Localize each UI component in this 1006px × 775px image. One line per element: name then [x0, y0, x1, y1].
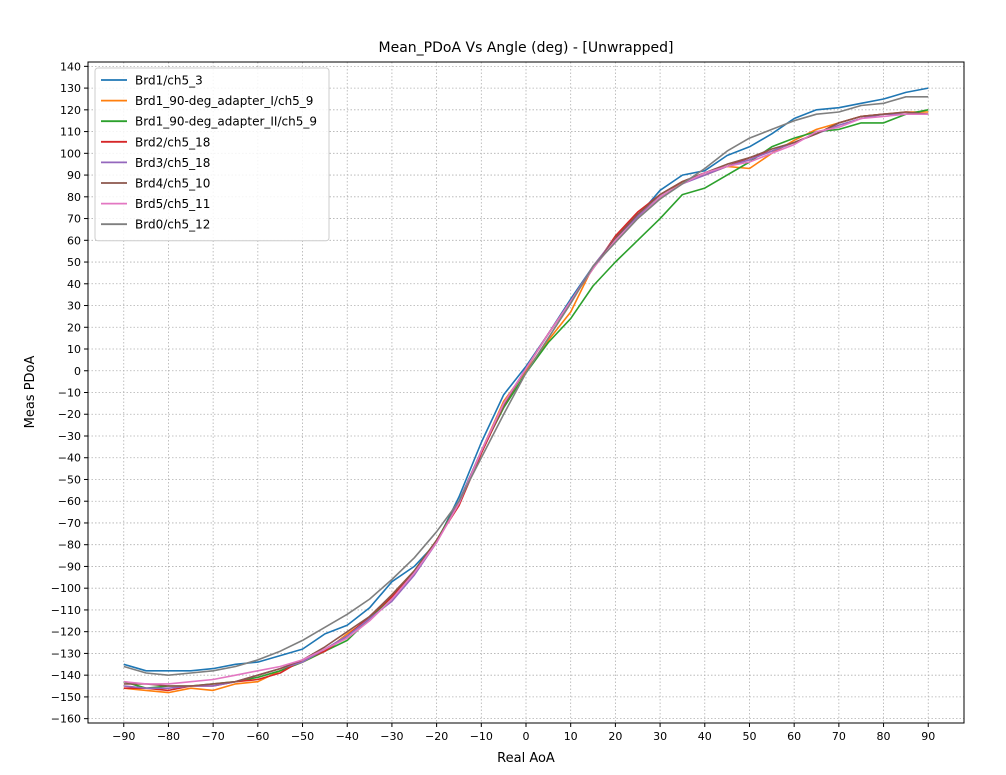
y-tick-label: −160: [51, 713, 81, 726]
y-tick-label: 130: [60, 82, 81, 95]
y-tick-label: 140: [60, 60, 81, 73]
legend-label: Brd3/ch5_18: [135, 156, 210, 170]
x-tick-label: 20: [608, 730, 622, 743]
legend-label: Brd1_90-deg_adapter_II/ch5_9: [135, 115, 317, 129]
y-tick-label: 90: [67, 169, 81, 182]
x-tick-label: −40: [336, 730, 359, 743]
y-tick-label: −130: [51, 647, 81, 660]
x-tick-label: −80: [157, 730, 180, 743]
legend-label: Brd5/ch5_11: [135, 197, 210, 211]
y-tick-label: 100: [60, 147, 81, 160]
legend-box: [94, 67, 330, 242]
legend-label: Brd1/ch5_3: [135, 74, 203, 88]
x-tick-label: 50: [742, 730, 756, 743]
y-axis-label: Meas PDoA: [23, 356, 38, 429]
grid-layer: [88, 62, 964, 723]
y-tick-label: −30: [58, 430, 81, 443]
x-axis-label: Real AoA: [497, 751, 555, 766]
x-tick-label: 10: [564, 730, 578, 743]
x-tick-label: 90: [921, 730, 935, 743]
y-tick-label: 40: [67, 278, 81, 291]
y-tick-label: −140: [51, 669, 81, 682]
x-tick-label: −10: [470, 730, 493, 743]
x-tick-label: −30: [380, 730, 403, 743]
legend-label: Brd0/ch5_12: [135, 218, 210, 232]
y-tick-label: −50: [58, 473, 81, 486]
legend: Brd1/ch5_3 Brd1_90-deg_adapter_I/ch5_9 Brd…: [94, 67, 330, 242]
series-line-7: [123, 113, 929, 685]
y-tick-label: 50: [67, 256, 81, 269]
x-tick-label: −50: [291, 730, 314, 743]
series-line-2: [123, 111, 929, 694]
x-tick-label: 70: [832, 730, 846, 743]
y-tick-label: −100: [51, 582, 81, 595]
x-tick-label: −90: [112, 730, 135, 743]
series-layer: [123, 87, 929, 694]
legend-label: Brd1_90-deg_adapter_I/ch5_9: [135, 94, 313, 108]
tick-layer: −90 −80 −70 −60 −50 −40 −30 −20 −10 0 10 20 30 40 50 60…: [51, 60, 935, 743]
series-line-1: [123, 87, 929, 672]
x-tick-label: 0: [523, 730, 530, 743]
y-tick-label: 20: [67, 321, 81, 334]
x-tick-label: 30: [653, 730, 667, 743]
y-tick-label: −110: [51, 604, 81, 617]
x-tick-label: 40: [698, 730, 712, 743]
y-tick-label: 10: [67, 343, 81, 356]
y-tick-label: 30: [67, 300, 81, 313]
x-tick-label: −70: [202, 730, 225, 743]
y-tick-label: −70: [58, 517, 81, 530]
y-tick-label: 80: [67, 191, 81, 204]
x-tick-label: 80: [877, 730, 891, 743]
y-tick-label: −10: [58, 387, 81, 400]
y-tick-label: 120: [60, 104, 81, 117]
legend-label: Brd2/ch5_18: [135, 135, 210, 149]
y-tick-label: 0: [74, 365, 81, 378]
x-tick-label: 60: [787, 730, 801, 743]
y-tick-label: 70: [67, 213, 81, 226]
y-tick-label: −120: [51, 626, 81, 639]
x-tick-label: −60: [246, 730, 269, 743]
series-line-8: [123, 96, 929, 676]
y-tick-label: −20: [58, 408, 81, 421]
legend-label: Brd4/ch5_10: [135, 177, 210, 191]
y-tick-label: −60: [58, 495, 81, 508]
y-tick-label: −40: [58, 452, 81, 465]
y-tick-label: −80: [58, 539, 81, 552]
y-tick-label: 110: [60, 126, 81, 139]
y-tick-label: −90: [58, 560, 81, 573]
y-tick-label: −150: [51, 691, 81, 704]
y-tick-label: 60: [67, 234, 81, 247]
x-tick-label: −20: [425, 730, 448, 743]
chart-title: Mean_PDoA Vs Angle (deg) - [Unwrapped]: [379, 40, 674, 56]
